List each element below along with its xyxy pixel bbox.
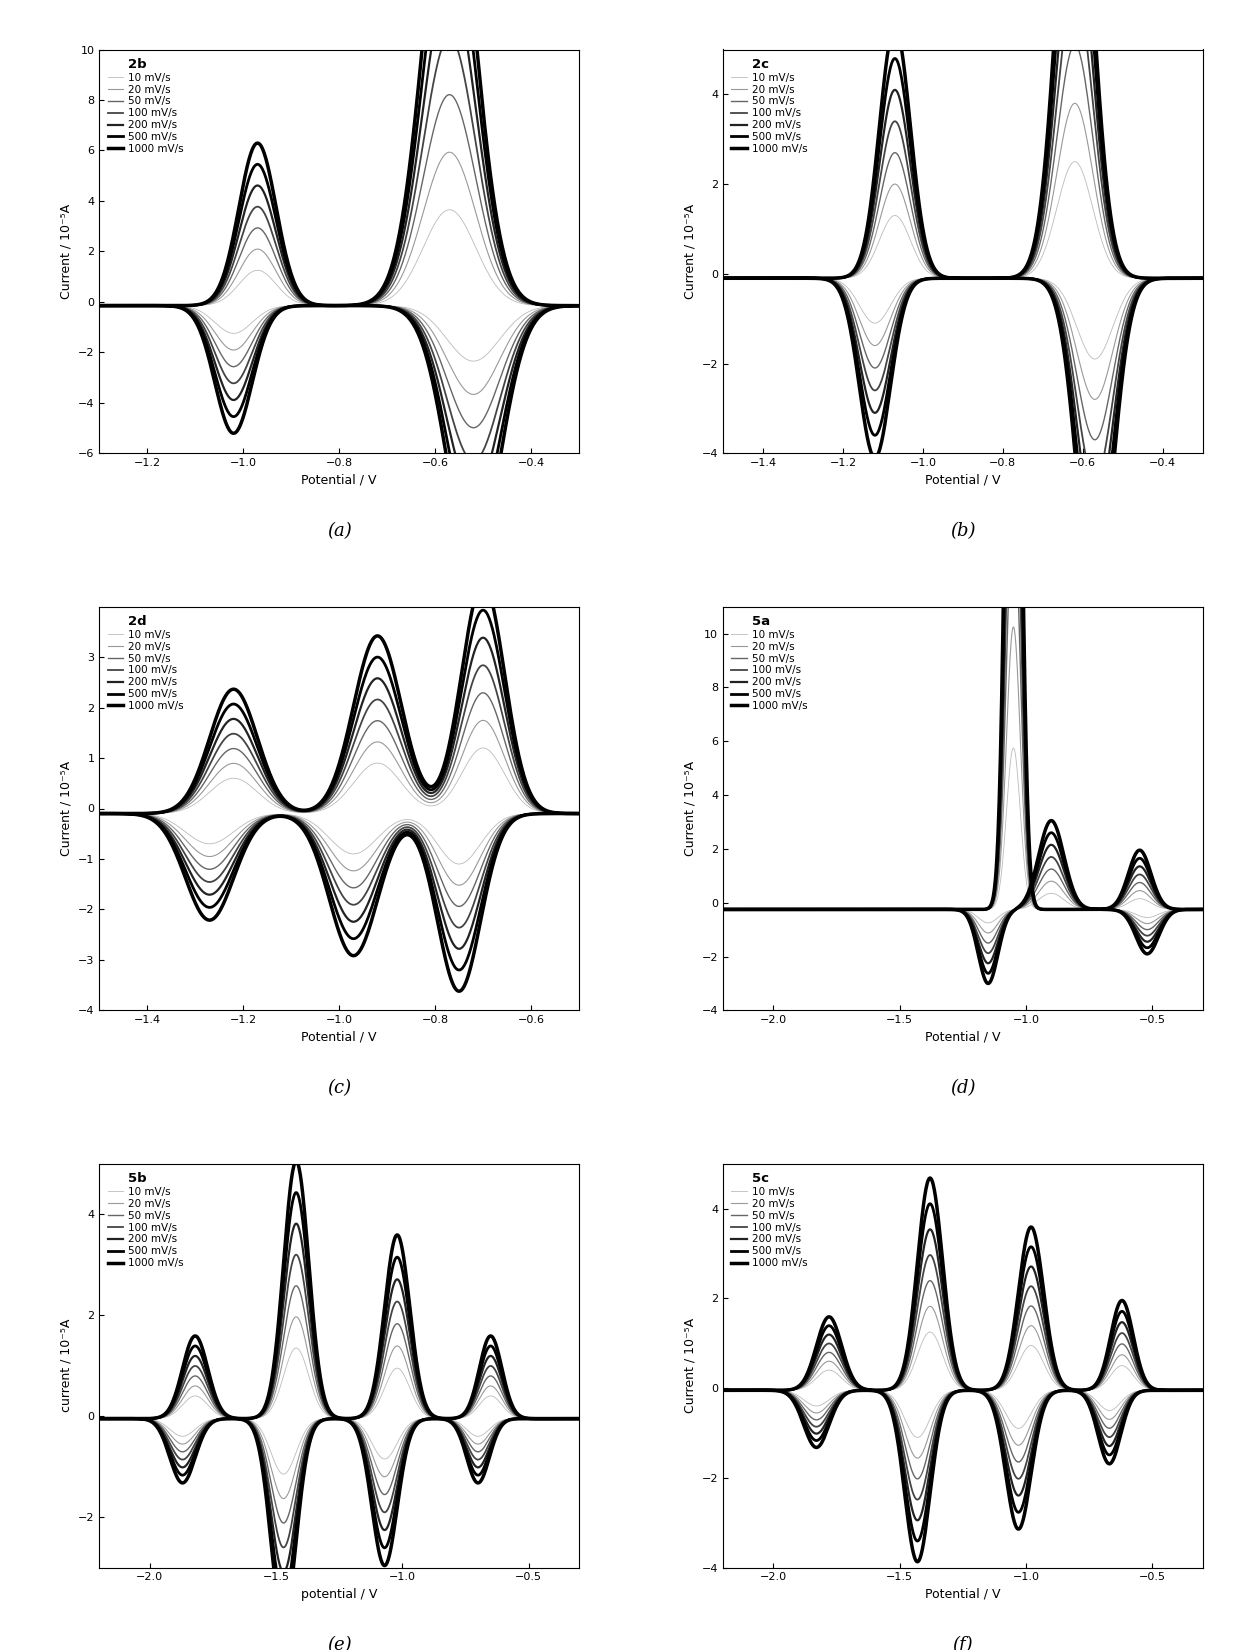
Legend: 2b, 10 mV/s, 20 mV/s, 50 mV/s, 100 mV/s, 200 mV/s, 500 mV/s, 1000 mV/s: 2b, 10 mV/s, 20 mV/s, 50 mV/s, 100 mV/s,…: [104, 54, 187, 157]
Text: (e): (e): [327, 1637, 351, 1650]
Legend: 2d, 10 mV/s, 20 mV/s, 50 mV/s, 100 mV/s, 200 mV/s, 500 mV/s, 1000 mV/s: 2d, 10 mV/s, 20 mV/s, 50 mV/s, 100 mV/s,…: [104, 612, 187, 714]
Text: (b): (b): [950, 521, 976, 540]
Y-axis label: Current / 10⁻⁵A: Current / 10⁻⁵A: [60, 761, 72, 856]
Y-axis label: Current / 10⁻⁵A: Current / 10⁻⁵A: [683, 761, 696, 856]
Legend: 5a, 10 mV/s, 20 mV/s, 50 mV/s, 100 mV/s, 200 mV/s, 500 mV/s, 1000 mV/s: 5a, 10 mV/s, 20 mV/s, 50 mV/s, 100 mV/s,…: [728, 612, 811, 714]
Text: (a): (a): [326, 521, 351, 540]
Legend: 5b, 10 mV/s, 20 mV/s, 50 mV/s, 100 mV/s, 200 mV/s, 500 mV/s, 1000 mV/s: 5b, 10 mV/s, 20 mV/s, 50 mV/s, 100 mV/s,…: [104, 1168, 187, 1272]
X-axis label: Potential / V: Potential / V: [301, 474, 377, 487]
Y-axis label: current / 10⁻⁵A: current / 10⁻⁵A: [60, 1318, 72, 1412]
X-axis label: Potential / V: Potential / V: [925, 1587, 1001, 1600]
Text: (f): (f): [952, 1637, 973, 1650]
Legend: 5c, 10 mV/s, 20 mV/s, 50 mV/s, 100 mV/s, 200 mV/s, 500 mV/s, 1000 mV/s: 5c, 10 mV/s, 20 mV/s, 50 mV/s, 100 mV/s,…: [728, 1168, 811, 1272]
X-axis label: Potential / V: Potential / V: [925, 474, 1001, 487]
Y-axis label: Current / 10⁻⁵A: Current / 10⁻⁵A: [683, 1318, 696, 1412]
X-axis label: Potential / V: Potential / V: [301, 1031, 377, 1044]
Legend: 2c, 10 mV/s, 20 mV/s, 50 mV/s, 100 mV/s, 200 mV/s, 500 mV/s, 1000 mV/s: 2c, 10 mV/s, 20 mV/s, 50 mV/s, 100 mV/s,…: [728, 54, 811, 157]
X-axis label: Potential / V: Potential / V: [925, 1031, 1001, 1044]
Text: (c): (c): [327, 1079, 351, 1097]
Y-axis label: Current / 10⁻⁵A: Current / 10⁻⁵A: [60, 205, 72, 299]
Text: (d): (d): [950, 1079, 976, 1097]
X-axis label: potential / V: potential / V: [301, 1587, 377, 1600]
Y-axis label: Current / 10⁻⁵A: Current / 10⁻⁵A: [683, 205, 696, 299]
